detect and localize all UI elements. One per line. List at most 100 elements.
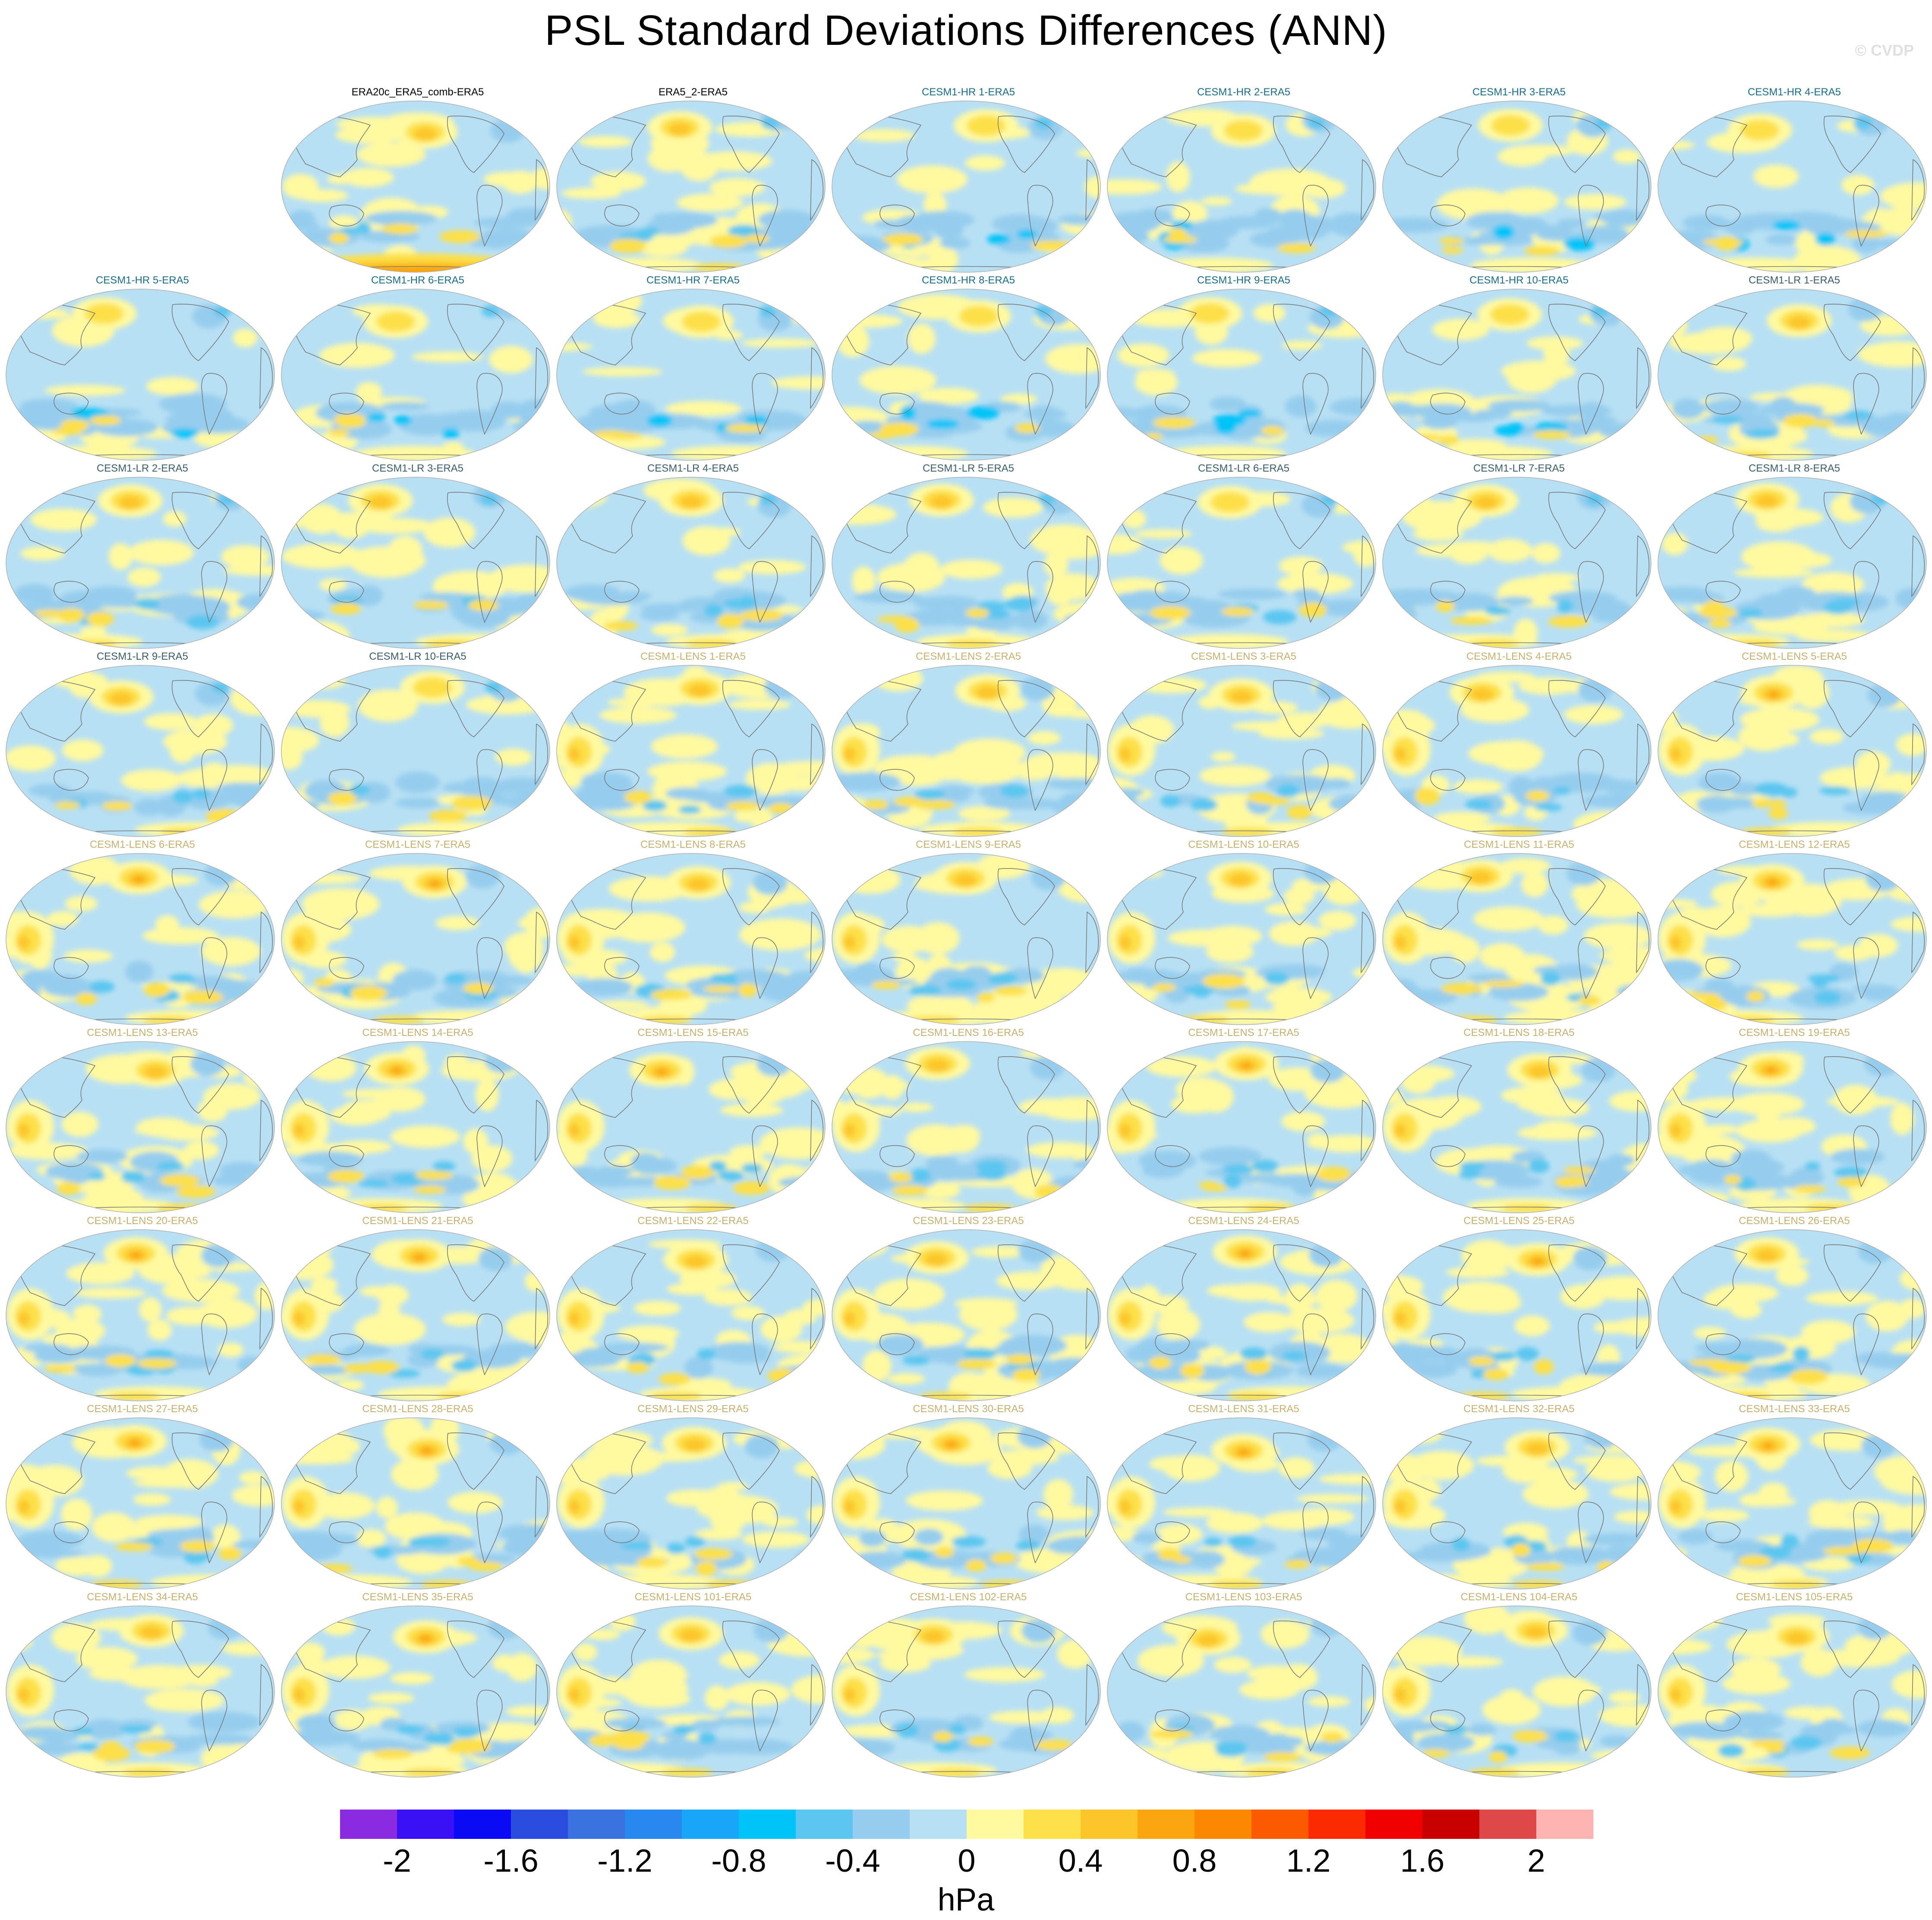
map-panel: CESM1-LR 6-ERA5 (1106, 463, 1382, 651)
contour-map (1107, 1417, 1376, 1590)
contour-map (6, 1417, 275, 1590)
contour-map (1107, 1605, 1376, 1778)
map-panel: CESM1-LENS 27-ERA5 (4, 1403, 281, 1591)
colorbar-segment (1422, 1810, 1480, 1839)
map-panel-title: CESM1-LENS 18-ERA5 (1463, 1027, 1575, 1039)
colorbar-segment (511, 1810, 568, 1839)
map-panel-title: CESM1-LENS 5-ERA5 (1741, 651, 1847, 662)
map-panel-title: CESM1-LENS 33-ERA5 (1739, 1403, 1850, 1415)
contour-map (1382, 1041, 1651, 1213)
contour-map (1382, 101, 1651, 273)
colorbar-segment (1536, 1810, 1594, 1839)
colorbar-segment (397, 1810, 454, 1839)
map-panel: CESM1-LENS 104-ERA5 (1381, 1591, 1657, 1779)
map-panel: CESM1-LENS 28-ERA5 (280, 1403, 556, 1591)
map-panel-title: CESM1-LENS 24-ERA5 (1188, 1215, 1299, 1227)
map-panel: CESM1-LENS 16-ERA5 (830, 1027, 1106, 1215)
colorbar-segment (1365, 1810, 1423, 1839)
colorbar-unit-label: hPa (937, 1882, 995, 1917)
map-panel-title: CESM1-LENS 29-ERA5 (637, 1403, 749, 1415)
map-panel: CESM1-LENS 26-ERA5 (1656, 1215, 1932, 1403)
colorbar (340, 1810, 1594, 1839)
map-panel: CESM1-LENS 4-ERA5 (1381, 651, 1657, 839)
map-panel: CESM1-LENS 15-ERA5 (555, 1027, 831, 1215)
map-panel-title: CESM1-LENS 2-ERA5 (915, 651, 1021, 662)
map-panel-title: CESM1-LENS 101-ERA5 (634, 1591, 752, 1603)
map-panel-title: CESM1-LENS 12-ERA5 (1739, 839, 1850, 850)
colorbar-tick-label: -0.8 (711, 1843, 766, 1879)
colorbar-tick-label: 0 (958, 1843, 976, 1879)
contour-map (281, 665, 550, 837)
contour-map (1658, 1605, 1927, 1778)
map-panel-title: CESM1-HR 1-ERA5 (921, 86, 1015, 98)
contour-map (1658, 665, 1927, 837)
colorbar-tick-label: 1.2 (1286, 1843, 1331, 1879)
map-panel-title: CESM1-LENS 9-ERA5 (915, 839, 1021, 850)
map-panel-title: CESM1-LR 1-ERA5 (1748, 274, 1841, 286)
contour-map (281, 1605, 550, 1778)
contour-map (832, 1229, 1101, 1401)
map-panel: CESM1-LENS 105-ERA5 (1656, 1591, 1932, 1779)
contour-map (1382, 1417, 1651, 1590)
map-panel: CESM1-LENS 23-ERA5 (830, 1215, 1106, 1403)
map-panel: CESM1-LENS 103-ERA5 (1106, 1591, 1382, 1779)
map-panel: CESM1-LENS 2-ERA5 (830, 651, 1106, 839)
map-panel-title: CESM1-LENS 17-ERA5 (1188, 1027, 1299, 1039)
map-panel-title: CESM1-LENS 19-ERA5 (1739, 1027, 1850, 1039)
map-panel-title: CESM1-HR 4-ERA5 (1747, 86, 1841, 98)
map-panel: CESM1-HR 5-ERA5 (4, 274, 281, 463)
map-panel: CESM1-LENS 13-ERA5 (4, 1027, 281, 1215)
contour-map (1107, 665, 1376, 837)
contour-map (1107, 101, 1376, 273)
map-panel-title: CESM1-LENS 32-ERA5 (1463, 1403, 1575, 1415)
contour-map (6, 1605, 275, 1778)
contour-map (1658, 477, 1927, 649)
map-panel: CESM1-LENS 22-ERA5 (555, 1215, 831, 1403)
map-panel-title: CESM1-LENS 7-ERA5 (365, 839, 471, 850)
colorbar-segment (967, 1810, 1024, 1839)
map-panel: CESM1-HR 2-ERA5 (1106, 86, 1382, 274)
map-panel-title: CESM1-LENS 102-ERA5 (910, 1591, 1027, 1603)
contour-map (1382, 1605, 1651, 1778)
map-panel-title: CESM1-LENS 26-ERA5 (1739, 1215, 1850, 1227)
contour-map (1658, 101, 1927, 273)
contour-map (1382, 665, 1651, 837)
map-panel: CESM1-HR 8-ERA5 (830, 274, 1106, 463)
colorbar-tick-label: 0.8 (1172, 1843, 1217, 1879)
map-panel: CESM1-LENS 25-ERA5 (1381, 1215, 1657, 1403)
map-panel-title: ERA5_2-ERA5 (658, 86, 728, 98)
map-panel: CESM1-LENS 3-ERA5 (1106, 651, 1382, 839)
map-panel-title: CESM1-LR 7-ERA5 (1473, 463, 1565, 474)
cvdp-watermark: © CVDP (1855, 41, 1914, 59)
map-panel: CESM1-LENS 19-ERA5 (1656, 1027, 1932, 1215)
colorbar-tick-label: -2 (383, 1843, 411, 1879)
contour-map (832, 101, 1101, 273)
colorbar-segment (739, 1810, 796, 1839)
contour-map (1382, 289, 1651, 461)
contour-map (1107, 1229, 1376, 1401)
map-panel-title: CESM1-HR 6-ERA5 (371, 274, 465, 286)
map-panel-title: CESM1-LENS 11-ERA5 (1464, 839, 1574, 850)
map-panel: CESM1-LENS 14-ERA5 (280, 1027, 556, 1215)
colorbar-segment (796, 1810, 853, 1839)
map-panel-title: CESM1-LENS 1-ERA5 (640, 651, 746, 662)
map-panel: CESM1-LENS 20-ERA5 (4, 1215, 281, 1403)
colorbar-segment (568, 1810, 625, 1839)
map-panel: CESM1-LENS 17-ERA5 (1106, 1027, 1382, 1215)
map-panel: CESM1-HR 7-ERA5 (555, 274, 831, 463)
map-panel-title: CESM1-HR 8-ERA5 (921, 274, 1015, 286)
map-panel: ERA20c_ERA5_comb-ERA5 (280, 86, 556, 274)
colorbar-segment (1251, 1810, 1309, 1839)
map-panel: CESM1-HR 6-ERA5 (280, 274, 556, 463)
map-panel-title: CESM1-LR 4-ERA5 (647, 463, 739, 474)
map-panel-title: CESM1-LENS 25-ERA5 (1463, 1215, 1575, 1227)
map-panel-title: CESM1-LENS 28-ERA5 (362, 1403, 473, 1415)
map-panel-title: CESM1-LENS 16-ERA5 (913, 1027, 1024, 1039)
map-panel: CESM1-HR 1-ERA5 (830, 86, 1106, 274)
map-panel-grid: ERA20c_ERA5_comb-ERA5 ERA5_2-ERA5 CESM1-HR… (4, 86, 1932, 1779)
map-panel: CESM1-LENS 24-ERA5 (1106, 1215, 1382, 1403)
map-panel-title: CESM1-LENS 103-ERA5 (1185, 1591, 1302, 1603)
map-panel-title: CESM1-HR 7-ERA5 (646, 274, 740, 286)
map-panel: CESM1-LR 2-ERA5 (4, 463, 281, 651)
contour-map (281, 477, 550, 649)
